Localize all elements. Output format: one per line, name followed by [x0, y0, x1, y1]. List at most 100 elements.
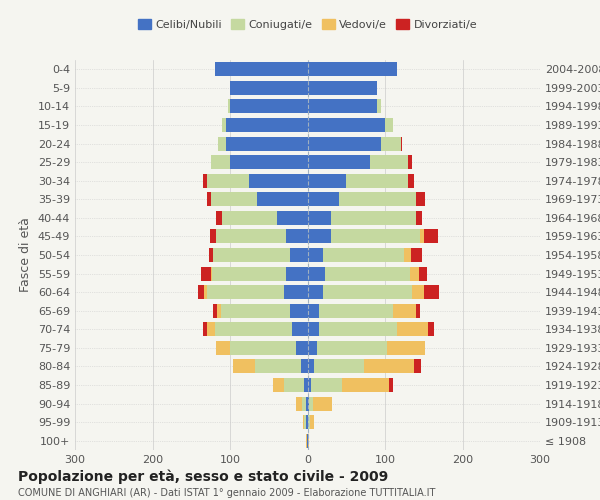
Bar: [202, 266, 211, 280]
Bar: [286, 230, 308, 243]
Bar: [307, 434, 308, 448]
Legend: Celibi/Nubili, Coniugati/e, Vedovi/e, Divorziati/e: Celibi/Nubili, Coniugati/e, Vedovi/e, Di…: [133, 15, 482, 34]
Bar: [230, 341, 296, 355]
Bar: [211, 192, 257, 206]
Bar: [296, 341, 308, 355]
Bar: [381, 136, 401, 150]
Bar: [319, 304, 393, 318]
Bar: [308, 100, 377, 114]
Bar: [313, 396, 332, 410]
Bar: [213, 304, 217, 318]
Bar: [308, 248, 323, 262]
Bar: [308, 155, 370, 169]
Bar: [308, 266, 325, 280]
Bar: [308, 285, 323, 299]
Bar: [308, 192, 338, 206]
Bar: [226, 118, 308, 132]
Bar: [215, 322, 292, 336]
Bar: [222, 118, 226, 132]
Bar: [401, 136, 402, 150]
Bar: [308, 396, 309, 410]
Bar: [292, 322, 308, 336]
Bar: [203, 322, 207, 336]
Text: COMUNE DI ANGHIARI (AR) - Dati ISTAT 1° gennaio 2009 - Elaborazione TUTTITALIA.I: COMUNE DI ANGHIARI (AR) - Dati ISTAT 1° …: [18, 488, 436, 498]
Bar: [284, 378, 304, 392]
Bar: [306, 396, 308, 410]
Bar: [211, 266, 212, 280]
Bar: [317, 341, 386, 355]
Bar: [212, 266, 286, 280]
Text: Popolazione per età, sesso e stato civile - 2009: Popolazione per età, sesso e stato civil…: [18, 470, 388, 484]
Bar: [323, 285, 412, 299]
Bar: [207, 174, 250, 188]
Bar: [296, 396, 302, 410]
Bar: [308, 211, 331, 225]
Bar: [308, 62, 397, 76]
Bar: [250, 174, 308, 188]
Bar: [419, 266, 427, 280]
Bar: [230, 155, 308, 169]
Bar: [229, 100, 230, 114]
Bar: [389, 378, 393, 392]
Bar: [338, 192, 416, 206]
Bar: [309, 396, 313, 410]
Bar: [310, 415, 314, 429]
Bar: [216, 211, 222, 225]
Bar: [424, 230, 438, 243]
Bar: [404, 248, 410, 262]
Bar: [308, 378, 311, 392]
Bar: [331, 211, 416, 225]
Bar: [203, 174, 207, 188]
Bar: [207, 192, 211, 206]
Bar: [303, 415, 304, 429]
Bar: [323, 248, 404, 262]
Bar: [311, 378, 343, 392]
Bar: [410, 266, 419, 280]
Bar: [308, 415, 310, 429]
Bar: [216, 341, 230, 355]
Bar: [308, 341, 317, 355]
Bar: [233, 360, 255, 374]
Bar: [257, 192, 308, 206]
Bar: [209, 248, 213, 262]
Bar: [308, 174, 346, 188]
Bar: [308, 81, 377, 95]
Bar: [308, 230, 331, 243]
Bar: [331, 230, 420, 243]
Bar: [226, 136, 308, 150]
Bar: [215, 62, 308, 76]
Bar: [222, 211, 277, 225]
Bar: [290, 248, 308, 262]
Bar: [210, 230, 216, 243]
Bar: [308, 136, 381, 150]
Bar: [216, 230, 286, 243]
Bar: [308, 434, 309, 448]
Bar: [416, 304, 420, 318]
Bar: [255, 360, 301, 374]
Bar: [302, 396, 306, 410]
Bar: [370, 155, 408, 169]
Bar: [410, 248, 422, 262]
Y-axis label: Fasce di età: Fasce di età: [19, 218, 32, 292]
Bar: [397, 322, 428, 336]
Bar: [277, 211, 308, 225]
Bar: [207, 285, 284, 299]
Bar: [314, 360, 364, 374]
Bar: [207, 322, 215, 336]
Bar: [343, 378, 389, 392]
Bar: [301, 360, 308, 374]
Bar: [346, 174, 408, 188]
Bar: [385, 118, 393, 132]
Bar: [205, 285, 207, 299]
Bar: [230, 100, 308, 114]
Bar: [393, 304, 416, 318]
Bar: [308, 322, 319, 336]
Bar: [306, 434, 307, 448]
Bar: [290, 304, 308, 318]
Bar: [416, 192, 425, 206]
Bar: [415, 360, 421, 374]
Bar: [408, 155, 412, 169]
Bar: [284, 285, 308, 299]
Bar: [420, 230, 424, 243]
Bar: [304, 415, 306, 429]
